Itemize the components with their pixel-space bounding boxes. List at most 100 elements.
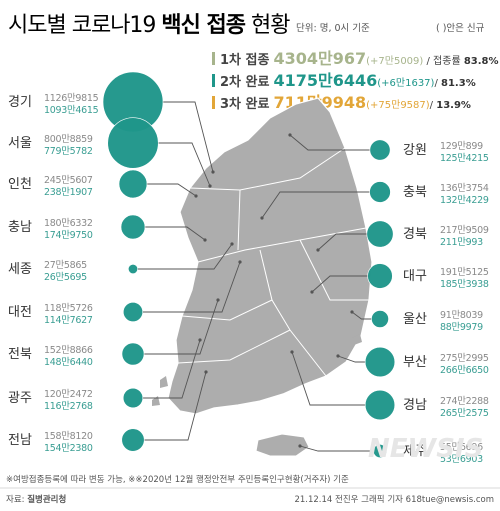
region-bubble	[364, 389, 396, 421]
region-first-dose: 1126만9815	[44, 93, 99, 104]
region-second-dose: 185만3938	[440, 279, 489, 290]
region-second-dose: 211만993	[440, 237, 483, 248]
region-bubble	[118, 169, 148, 199]
region-second-dose: 53만6903	[440, 454, 483, 465]
region-second-dose: 1093만4615	[44, 105, 99, 116]
stat-line-1: 1차 접종 4304만967(+7만5009) / 접종률 83.8%	[220, 49, 499, 68]
region-name: 충북	[403, 185, 427, 200]
region-second-dose: 174만9750	[44, 230, 93, 241]
region-second-dose: 779만5782	[44, 146, 93, 157]
callout-dot-전북	[216, 298, 220, 302]
callout-dot-강원	[288, 133, 292, 137]
region-bubble	[107, 117, 159, 169]
region-first-dose: 152만8866	[44, 345, 93, 356]
stat-label: 2차 완료	[220, 74, 269, 90]
map-border-4	[181, 299, 273, 321]
callout-dot-제주	[298, 444, 302, 448]
region-first-dose: 27만5865	[44, 260, 87, 271]
callout-dot-인천	[194, 194, 198, 198]
callout-dot-충남	[203, 238, 207, 242]
callout-line-울산	[351, 311, 372, 320]
region-second-dose: 238만1907	[44, 187, 93, 198]
map-island-3	[152, 396, 160, 406]
region-name: 울산	[403, 312, 427, 327]
stat-new: (+7만5009)	[366, 55, 423, 67]
region-first-dose: 91만8039	[440, 310, 483, 321]
map-border-6	[299, 239, 369, 301]
region-first-dose: 191만5125	[440, 267, 489, 278]
callout-dot-대전	[238, 260, 242, 264]
region-bubble	[364, 346, 396, 378]
callout-dot-경남	[290, 350, 294, 354]
stat-new: (+6만1637)	[377, 77, 434, 89]
stat-rate-label: / 접종률	[423, 55, 464, 67]
region-bubble	[121, 342, 145, 366]
region-first-dose: 274만2288	[440, 396, 489, 407]
region-second-dose: 125만4215	[440, 153, 489, 164]
new-note: ( )안은 신규	[436, 23, 485, 34]
callout-dot-충북	[260, 216, 264, 220]
source-label: 자료:	[6, 495, 27, 505]
callout-dot-세종	[230, 242, 234, 246]
region-first-dose: 217만9509	[440, 225, 489, 236]
watermark: NEWSIS	[368, 434, 483, 464]
callout-line-전남	[144, 371, 207, 441]
stat-rate: 83.8%	[464, 56, 499, 67]
region-first-dose: 129만899	[440, 141, 483, 152]
title-part-c: 현황	[245, 13, 290, 38]
region-name: 전남	[8, 433, 32, 448]
source-value: 질병관리청	[27, 494, 66, 505]
callout-line-전북	[144, 299, 219, 355]
region-name: 충남	[8, 220, 32, 235]
callout-line-충북	[261, 191, 370, 219]
callout-dot-부산	[336, 354, 340, 358]
stat-label: 3차 완료	[220, 96, 269, 112]
region-bubble	[121, 428, 145, 452]
callout-dot-경북	[316, 248, 320, 252]
region-bubble	[122, 301, 144, 323]
region-name: 전북	[8, 347, 32, 362]
map-border-2	[197, 227, 367, 263]
region-first-dose: 55만6696	[440, 442, 483, 453]
region-bubble	[128, 264, 138, 274]
region-bubble	[371, 310, 389, 328]
source-line: 자료: 질병관리청	[6, 494, 66, 505]
region-name: 대구	[403, 269, 427, 284]
credit: 21.12.14 전진우 그래픽 기자 618tue@newsis.com	[294, 494, 494, 505]
region-bubble	[122, 387, 144, 409]
region-first-dose: 180만6332	[44, 218, 93, 229]
callout-dot-광주	[198, 338, 202, 342]
stat-label: 1차 접종	[220, 52, 269, 68]
callout-line-경북	[317, 233, 367, 251]
callout-line-대전	[142, 261, 241, 313]
region-name: 인천	[8, 177, 32, 192]
callout-dot-대구	[310, 290, 314, 294]
region-first-dose: 120만2472	[44, 389, 93, 400]
callout-lines	[137, 101, 374, 452]
stat-rate: 13.9%	[436, 100, 471, 111]
region-name: 강원	[403, 143, 427, 158]
region-second-dose: 26만5695	[44, 272, 87, 283]
callout-line-대구	[311, 275, 368, 293]
map-island-2	[160, 376, 168, 388]
title-part-b: 백신 접종	[161, 13, 245, 38]
region-second-dose: 88만9979	[440, 322, 483, 333]
stats-block: 1차 접종 4304만967(+7만5009) / 접종률 83.8% 2차 완료 4…	[212, 49, 499, 112]
unit-note: 단위: 명, 0시 기준	[296, 22, 370, 34]
map-jeju	[255, 433, 310, 457]
